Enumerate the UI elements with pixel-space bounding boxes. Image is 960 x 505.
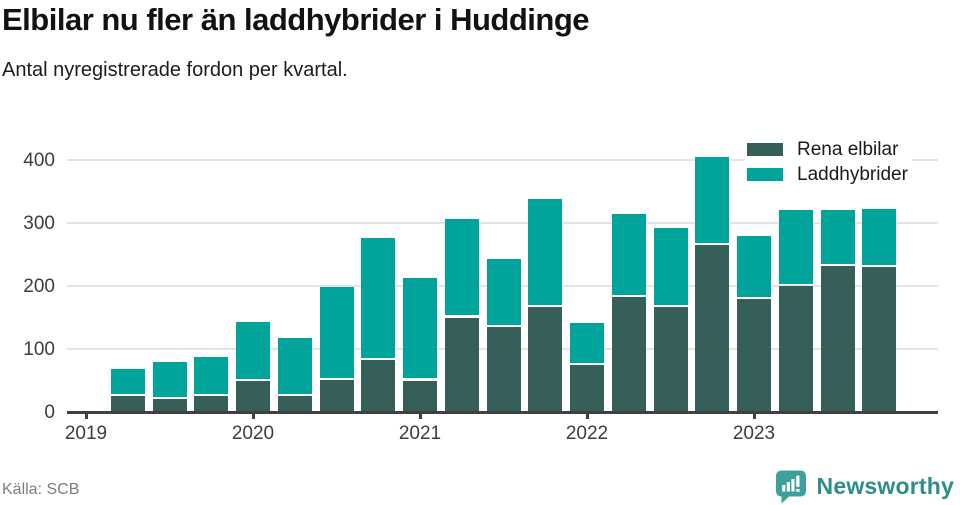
bar-2019-q2-rena-elbilar (110, 396, 145, 412)
bar-2020-q4-laddhybrider (361, 238, 396, 358)
x-axis-label-2021: 2021 (398, 423, 442, 444)
source-label: Källa: SCB (2, 481, 80, 498)
gridline-300 (67, 222, 938, 224)
bar-2023-q4-laddhybrider (862, 208, 897, 266)
bar-2021-q2-laddhybrider (444, 219, 479, 316)
x-axis-label-2023: 2023 (732, 423, 776, 444)
bar-2020-q3-laddhybrider (319, 287, 354, 378)
bar-2019-q3-rena-elbilar (152, 399, 187, 412)
x-axis-tick-2021 (419, 413, 422, 419)
bar-2021-q1-laddhybrider (403, 278, 437, 379)
bar-2022-q3-rena-elbilar (653, 307, 688, 412)
x-axis-label-2019: 2019 (64, 423, 108, 444)
newsworthy-wordmark: Newsworthy (816, 473, 954, 499)
bar-2019-q3-laddhybrider (152, 361, 187, 398)
bar-2021-q1-rena-elbilar (403, 380, 437, 412)
bar-2022-q4-rena-elbilar (695, 245, 730, 412)
legend-label-laddhybrider: Laddhybrider (797, 163, 908, 185)
x-axis-line (67, 411, 938, 414)
legend-swatch-laddhybrider (747, 168, 783, 181)
chart-subtitle: Antal nyregistrerade fordon per kvartal. (2, 59, 348, 81)
y-axis-label-100: 100 (23, 339, 55, 360)
bar-2023-q1-laddhybrider (737, 236, 771, 297)
bar-2021-q3-rena-elbilar (486, 326, 521, 412)
newsworthy-speech-bubble-chart-icon (775, 470, 806, 504)
bar-2020-q2-laddhybrider (277, 338, 312, 395)
legend: Rena elbilar Laddhybrider (745, 136, 912, 188)
bar-2020-q1-rena-elbilar (236, 381, 270, 412)
chart-title: Elbilar nu fler än laddhybrider i Huddin… (2, 2, 590, 37)
y-axis-label-200: 200 (23, 276, 55, 297)
bar-2023-q1-rena-elbilar (737, 298, 771, 412)
bar-2021-q2-rena-elbilar (444, 317, 479, 412)
newsworthy-logo[interactable]: Newsworthy (774, 469, 954, 504)
x-axis-tick-2023 (753, 413, 756, 419)
bar-2022-q2-laddhybrider (611, 214, 646, 296)
bar-2022-q4-laddhybrider (695, 157, 730, 244)
x-axis-tick-2019 (85, 413, 88, 419)
bar-2020-q4-rena-elbilar (361, 359, 396, 412)
legend-item-laddhybrider: Laddhybrider (747, 162, 908, 187)
x-axis-tick-2022 (586, 413, 589, 419)
bar-2019-q4-laddhybrider (194, 357, 229, 395)
bar-2023-q3-rena-elbilar (820, 265, 855, 412)
bar-2021-q3-laddhybrider (486, 258, 521, 325)
bar-2023-q4-rena-elbilar (862, 267, 897, 412)
legend-item-rena-elbilar: Rena elbilar (747, 137, 908, 162)
legend-swatch-rena-elbilar (747, 143, 783, 156)
bar-2023-q2-rena-elbilar (778, 286, 813, 412)
legend-label-rena-elbilar: Rena elbilar (797, 138, 899, 160)
bar-2021-q4-rena-elbilar (528, 307, 563, 412)
x-axis-label-2020: 2020 (231, 423, 275, 444)
bar-2022-q1-laddhybrider (570, 323, 604, 363)
x-axis-tick-2020 (252, 413, 255, 419)
bar-2023-q3-laddhybrider (820, 209, 855, 264)
bar-2020-q1-laddhybrider (236, 321, 270, 380)
bar-2019-q2-laddhybrider (110, 369, 145, 395)
bar-2023-q2-laddhybrider (778, 210, 813, 284)
bar-2020-q3-rena-elbilar (319, 379, 354, 412)
x-axis-label-2022: 2022 (565, 423, 609, 444)
bar-2019-q4-rena-elbilar (194, 396, 229, 412)
bar-2020-q2-rena-elbilar (277, 396, 312, 412)
bar-2022-q1-rena-elbilar (570, 364, 604, 412)
y-axis-label-300: 300 (23, 213, 55, 234)
gridline-400 (67, 159, 938, 161)
bar-2022-q3-laddhybrider (653, 228, 688, 306)
y-axis-label-400: 400 (23, 150, 55, 171)
bar-2022-q2-rena-elbilar (611, 297, 646, 412)
y-axis-label-0: 0 (44, 402, 55, 423)
bar-2021-q4-laddhybrider (528, 199, 563, 306)
